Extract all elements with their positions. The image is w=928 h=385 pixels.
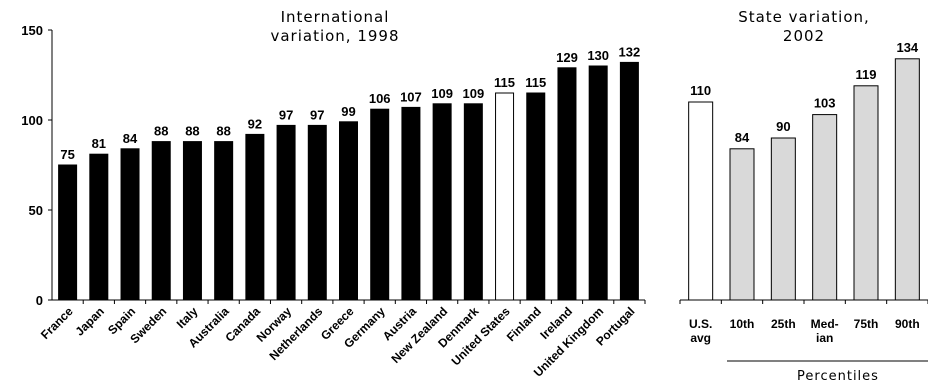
- state-bar: [812, 114, 838, 301]
- state-bar: [770, 137, 796, 301]
- state-bar: [688, 101, 714, 301]
- state-category-label: 10th: [730, 317, 755, 331]
- intl-y-tick-label: 50: [29, 203, 43, 218]
- intl-bar: [214, 141, 234, 301]
- intl-bar: [619, 61, 639, 301]
- intl-bar: [339, 121, 358, 301]
- intl-y-tick-label: 100: [21, 113, 43, 128]
- intl-bar: [58, 164, 78, 301]
- state-title-line: 2002: [783, 27, 825, 45]
- intl-data-label: 88: [216, 124, 230, 139]
- intl-bar: [276, 124, 296, 301]
- intl-data-label: 92: [248, 116, 262, 131]
- intl-bar: [182, 141, 202, 301]
- intl-data-label: 75: [60, 147, 74, 162]
- intl-panel: 05010015075France81Japan84Spain88Sweden8…: [21, 8, 646, 380]
- state-category-label: 75th: [854, 317, 879, 331]
- intl-y-tick-label: 0: [36, 293, 43, 308]
- intl-bar: [495, 92, 515, 301]
- intl-data-label: 129: [556, 50, 578, 65]
- state-data-label: 119: [856, 67, 877, 82]
- intl-bar: [151, 141, 171, 301]
- intl-data-label: 88: [185, 124, 199, 139]
- state-bar: [853, 85, 879, 301]
- intl-bar: [120, 148, 140, 301]
- state-category-label: Med-: [811, 317, 839, 331]
- intl-data-label: 88: [154, 124, 168, 139]
- state-category-label: 25th: [771, 317, 796, 331]
- intl-data-label: 106: [369, 91, 391, 106]
- state-bar: [729, 148, 755, 301]
- intl-bar: [526, 92, 546, 301]
- intl-data-label: 130: [587, 48, 609, 63]
- intl-category-label: Italy: [174, 304, 201, 331]
- state-category-label: avg: [690, 331, 711, 345]
- intl-bar: [401, 106, 421, 301]
- intl-bar: [89, 153, 109, 301]
- state-title-line: State variation,: [738, 8, 870, 26]
- state-x-axis-label: Percentiles: [797, 369, 879, 384]
- intl-category-label: Finland: [504, 304, 544, 344]
- state-category-label: ian: [816, 331, 833, 345]
- intl-data-label: 97: [279, 107, 293, 122]
- intl-data-label: 99: [341, 104, 355, 119]
- state-data-label: 134: [896, 40, 918, 55]
- intl-bar: [245, 133, 265, 301]
- intl-data-label: 97: [310, 107, 324, 122]
- intl-y-tick-label: 150: [21, 23, 43, 38]
- intl-bar: [307, 124, 327, 301]
- state-category-label: U.S.: [689, 317, 712, 331]
- intl-data-label: 115: [494, 75, 515, 90]
- intl-data-label: 132: [619, 44, 641, 59]
- state-data-label: 103: [814, 96, 836, 111]
- intl-title-line: variation, 1998: [270, 27, 399, 45]
- intl-data-label: 109: [431, 86, 453, 101]
- state-data-label: 90: [776, 119, 790, 134]
- state-data-label: 84: [735, 130, 750, 145]
- intl-data-label: 109: [462, 86, 484, 101]
- intl-data-label: 81: [92, 136, 106, 151]
- intl-data-label: 115: [525, 75, 546, 90]
- intl-data-label: 107: [400, 89, 422, 104]
- intl-category-label: Japan: [73, 304, 107, 338]
- intl-bar: [370, 108, 390, 301]
- intl-data-label: 84: [123, 131, 138, 146]
- state-data-label: 110: [690, 83, 711, 98]
- state-panel: 110 U.S.avg 84 10th 90 25th 103 Med-ian 119 75th 1…: [679, 8, 928, 384]
- state-category-label: 90th: [895, 317, 920, 331]
- intl-bar: [432, 103, 452, 301]
- intl-category-label: France: [38, 304, 76, 342]
- intl-bar: [463, 103, 483, 301]
- state-bar: [894, 58, 920, 301]
- intl-bar: [557, 67, 577, 301]
- intl-title-line: International: [281, 8, 390, 26]
- intl-bar: [588, 65, 608, 301]
